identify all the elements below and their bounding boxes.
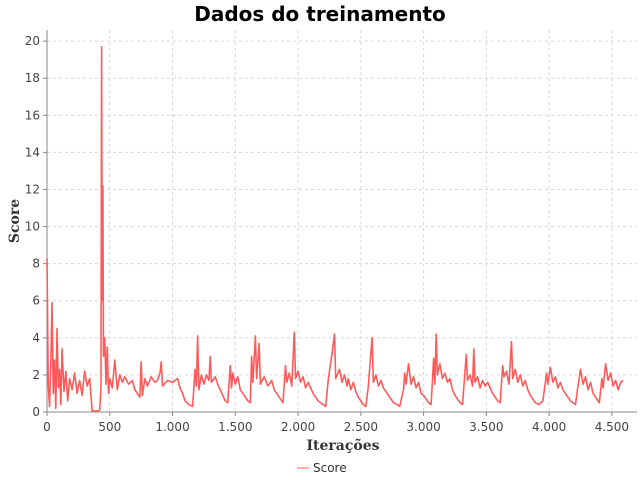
- y-tick-label: 10: [25, 220, 40, 234]
- x-tick-label: 3.500: [469, 420, 503, 434]
- x-tick-label: 0: [43, 420, 51, 434]
- x-ticks: 0 500 1.000 1.500 2.000 2.500 3.000 3.500 4.000 4…: [43, 412, 629, 434]
- x-tick-label: 2.500: [344, 420, 378, 434]
- legend: Score: [297, 461, 347, 475]
- x-tick-label: 1.500: [218, 420, 252, 434]
- legend-label-score: Score: [313, 461, 347, 475]
- chart-title: Dados do treinamento: [194, 2, 446, 26]
- x-tick-label: 2.000: [281, 420, 315, 434]
- y-tick-label: 2: [32, 368, 40, 382]
- y-tick-label: 0: [32, 405, 40, 419]
- x-tick-label: 4.500: [595, 420, 629, 434]
- y-ticks: 0 2 4 6 8 10 12 14 16 18 20: [25, 34, 47, 419]
- grid-lines: [47, 30, 637, 412]
- x-axis-title: Iterações: [306, 437, 379, 454]
- y-tick-label: 4: [32, 331, 40, 345]
- x-tick-label: 1.000: [155, 420, 189, 434]
- series-group: [46, 45, 624, 412]
- y-tick-label: 12: [25, 182, 40, 196]
- y-tick-label: 18: [25, 71, 40, 85]
- series-line-score: [46, 45, 624, 412]
- y-tick-label: 8: [32, 257, 40, 271]
- x-tick-label: 3.000: [406, 420, 440, 434]
- y-tick-label: 6: [32, 294, 40, 308]
- y-tick-label: 20: [25, 34, 40, 48]
- x-tick-label: 500: [98, 420, 121, 434]
- y-tick-label: 16: [25, 108, 40, 122]
- x-tick-label: 4.000: [532, 420, 566, 434]
- y-tick-label: 14: [25, 145, 40, 159]
- axes: [46, 30, 637, 413]
- y-axis-title: Score: [7, 199, 23, 243]
